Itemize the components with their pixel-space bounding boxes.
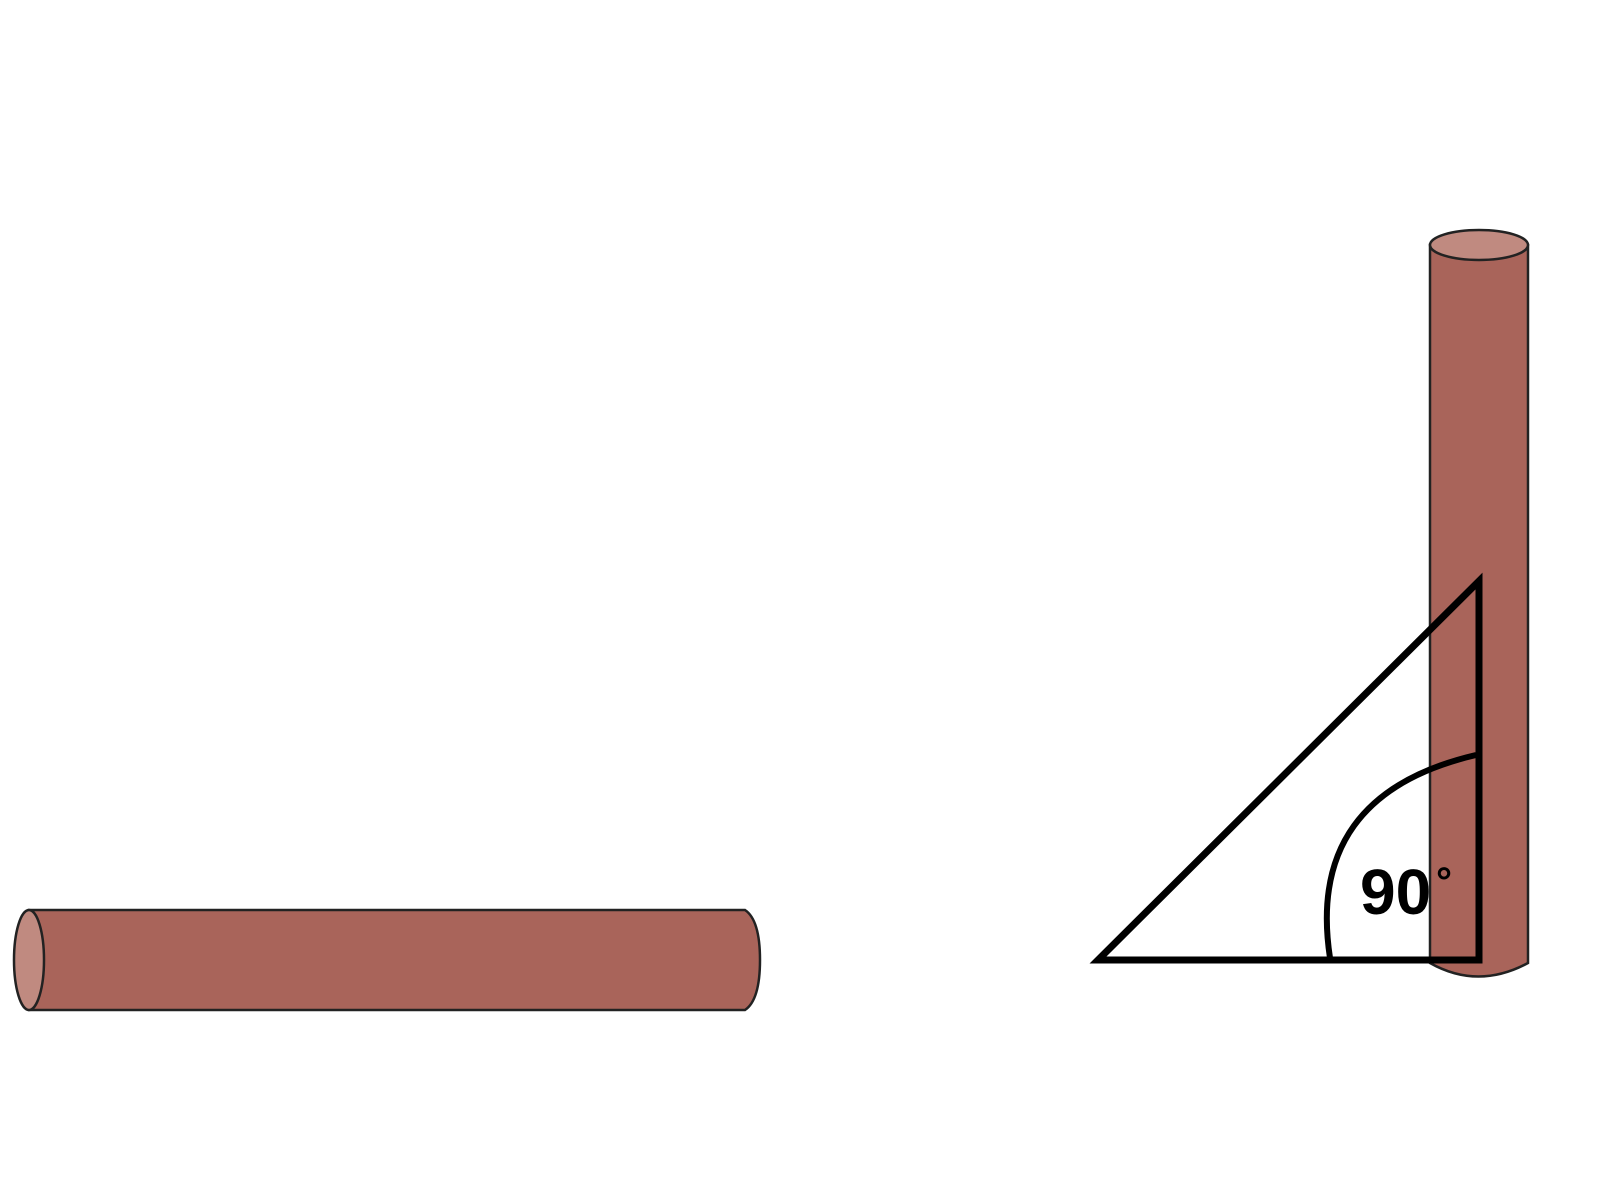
vertical-pipe-top <box>1428 228 1530 262</box>
horizontal-pipe <box>12 908 762 1012</box>
angle-value-label: 90 <box>1360 856 1431 928</box>
right-angle-arc <box>1323 752 1477 959</box>
horizontal-pipe-body <box>27 908 762 1012</box>
degree-symbol: ° <box>1436 860 1452 904</box>
horizontal-pipe-end <box>12 908 46 1012</box>
set-square-triangle <box>1089 572 1483 964</box>
